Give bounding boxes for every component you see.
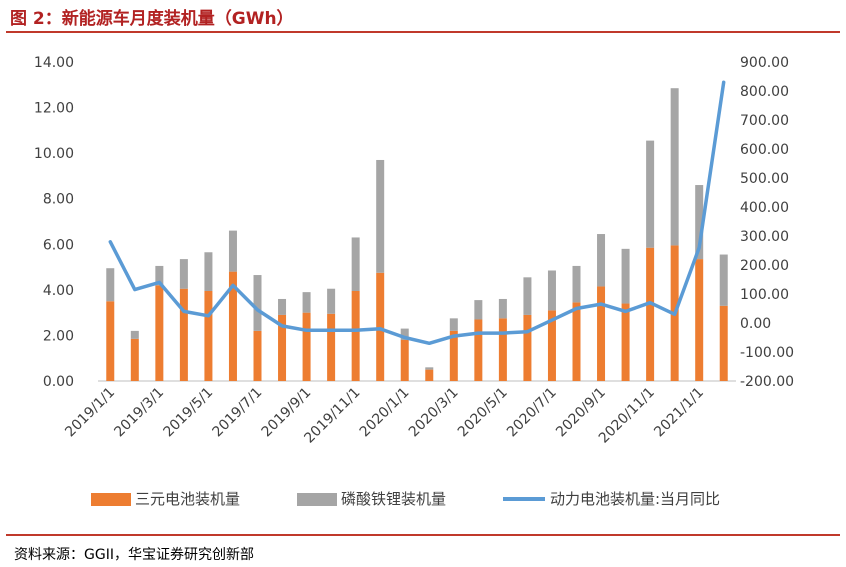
y-left-tick-label: 10.00 — [34, 146, 74, 162]
bar-lfp — [179, 259, 188, 289]
bottom-divider — [6, 534, 840, 536]
y-right-tick-label: -200.00 — [740, 374, 794, 390]
y-right-tick-label: 300.00 — [740, 229, 789, 245]
x-tick-label: 2021/1/1 — [651, 385, 707, 441]
y-left-tick-label: 6.00 — [43, 237, 74, 253]
source-note: 资料来源：GGII，华宝证券研究创新部 — [14, 547, 254, 563]
bar-sanyuan — [204, 290, 213, 381]
bar-lfp — [523, 277, 532, 315]
y-left-tick-label: 2.00 — [43, 328, 74, 344]
bar-sanyuan — [155, 285, 164, 381]
bar-sanyuan — [547, 310, 556, 381]
bar-sanyuan — [425, 369, 434, 381]
bar-lfp — [106, 268, 115, 302]
x-tick-label: 2020/3/1 — [406, 385, 462, 441]
y-right-tick-label: 100.00 — [740, 287, 789, 303]
bar-sanyuan — [327, 313, 336, 381]
bar-lfp — [621, 248, 630, 304]
bar-sanyuan — [695, 259, 704, 381]
legend-label-yoy: 动力电池装机量:当月同比 — [550, 490, 720, 508]
bar-lfp — [253, 275, 262, 331]
bar-lfp — [498, 298, 507, 319]
legend-swatch-sanyuan — [91, 493, 131, 506]
bar-sanyuan — [302, 312, 311, 381]
bar-sanyuan — [179, 288, 188, 381]
y-left-tick-label: 14.00 — [34, 55, 74, 71]
x-tick-label: 2019/1/1 — [62, 385, 118, 441]
x-tick-label: 2020/1/1 — [357, 385, 413, 441]
x-tick-label: 2019/5/1 — [160, 385, 216, 441]
bar-lfp — [204, 252, 213, 291]
x-axis-labels: 2019/1/12019/3/12019/5/12019/7/12019/9/1… — [62, 385, 707, 447]
bar-lfp — [572, 265, 581, 303]
bar-sanyuan — [228, 271, 237, 381]
y-left-tick-label: 4.00 — [43, 283, 74, 299]
bar-lfp — [425, 367, 434, 370]
chart-canvas: 0.00 2.00 4.00 6.00 8.00 10.00 12.00 14.00 -200.… — [34, 55, 794, 508]
bar-lfp — [278, 298, 287, 315]
chart-legend: 三元电池装机量 磷酸铁锂装机量 动力电池装机量:当月同比 — [91, 490, 720, 508]
y-right-tick-label: 400.00 — [740, 200, 789, 216]
bar-lfp — [646, 140, 655, 248]
bar-sanyuan — [400, 339, 409, 381]
y-right-tick-label: 500.00 — [740, 171, 789, 187]
bar-sanyuan — [376, 272, 385, 381]
bar-sanyuan — [278, 314, 287, 381]
y-right-tick-label: 900.00 — [740, 55, 789, 71]
bar-series-group — [106, 88, 728, 381]
bar-sanyuan — [572, 302, 581, 381]
bar-lfp — [597, 234, 606, 287]
bar-lfp — [547, 270, 556, 311]
chart-axes: 0.00 2.00 4.00 6.00 8.00 10.00 12.00 14.00 -200.… — [34, 55, 794, 390]
bar-lfp — [719, 254, 728, 306]
legend-label-sanyuan: 三元电池装机量 — [135, 490, 240, 508]
bar-sanyuan — [719, 305, 728, 381]
bar-lfp — [449, 318, 458, 331]
bar-sanyuan — [523, 314, 532, 381]
y-left-tick-label: 12.00 — [34, 101, 74, 117]
y-left-tick-label: 0.00 — [43, 374, 74, 390]
bar-lfp — [228, 230, 237, 272]
y-left-tick-label: 8.00 — [43, 192, 74, 208]
bar-sanyuan — [253, 330, 262, 381]
y-right-tick-label: -100.00 — [740, 345, 794, 361]
bar-sanyuan — [597, 286, 606, 381]
figure-title: 图 2：新能源车月度装机量（GWh） — [10, 9, 294, 29]
bar-lfp — [400, 328, 409, 340]
legend-swatch-lfp — [297, 493, 337, 506]
bar-lfp — [130, 330, 139, 339]
top-divider — [6, 31, 840, 33]
y-right-tick-label: 600.00 — [740, 142, 789, 158]
bar-lfp — [351, 237, 360, 291]
bar-lfp — [474, 300, 483, 320]
bar-sanyuan — [621, 303, 630, 381]
bar-sanyuan — [498, 318, 507, 381]
bar-lfp — [327, 288, 336, 314]
line-yoy-growth — [108, 80, 726, 346]
x-tick-label: 2019/7/1 — [210, 385, 266, 441]
line-series-group — [108, 80, 726, 346]
bar-sanyuan — [646, 247, 655, 381]
bar-lfp — [670, 88, 679, 246]
bar-lfp — [695, 185, 704, 260]
y-right-tick-label: 0.00 — [740, 316, 771, 332]
bar-lfp — [376, 159, 385, 273]
bar-sanyuan — [130, 338, 139, 381]
bar-sanyuan — [106, 301, 115, 381]
y-right-tick-label: 800.00 — [740, 84, 789, 100]
y-right-tick-label: 200.00 — [740, 258, 789, 274]
x-tick-label: 2020/5/1 — [455, 385, 511, 441]
x-tick-label: 2019/3/1 — [111, 385, 167, 441]
bar-sanyuan — [449, 330, 458, 381]
bar-sanyuan — [351, 290, 360, 381]
y-right-tick-label: 700.00 — [740, 113, 789, 129]
bar-lfp — [155, 265, 164, 286]
bar-lfp — [302, 292, 311, 313]
x-tick-label: 2020/7/1 — [504, 385, 560, 441]
bar-sanyuan — [474, 319, 483, 381]
legend-label-lfp: 磷酸铁锂装机量 — [341, 490, 446, 508]
